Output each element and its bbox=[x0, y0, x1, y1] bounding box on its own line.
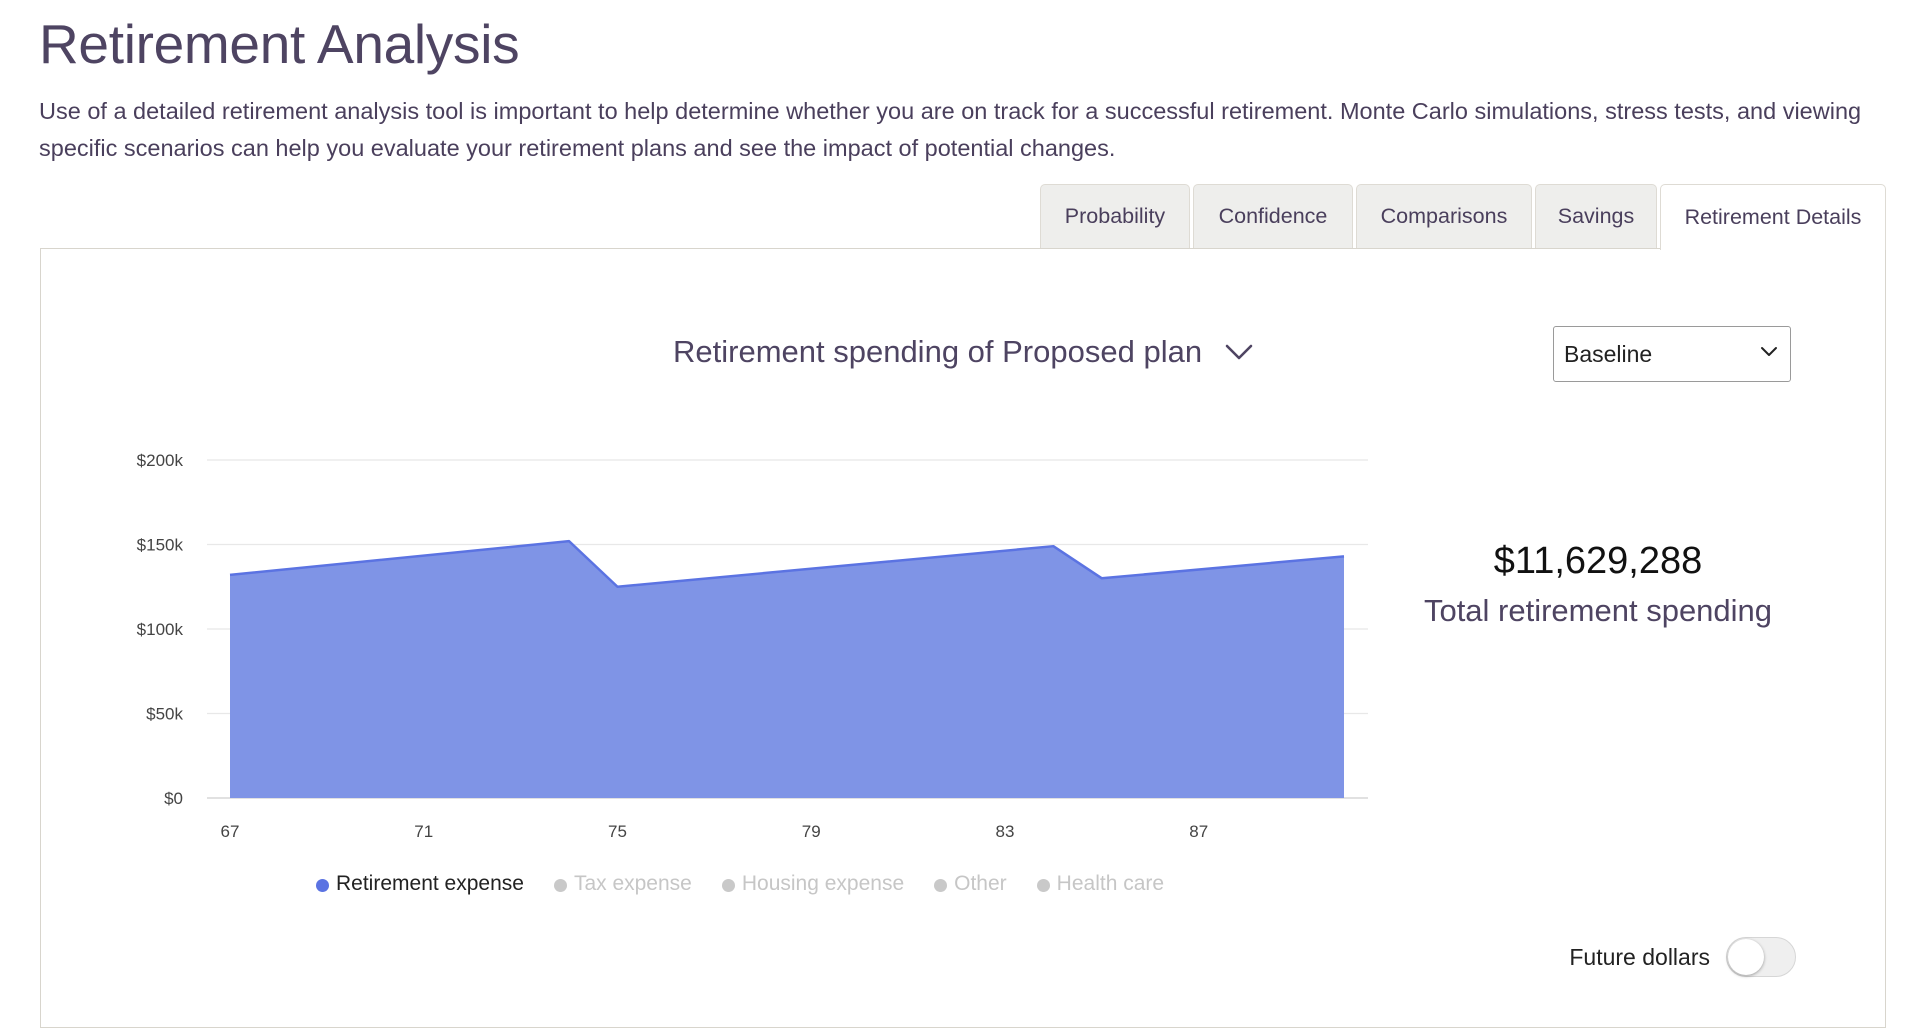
legend-dot-icon bbox=[934, 879, 948, 892]
legend-label: Other bbox=[954, 872, 1007, 895]
y-tick-label: $100k bbox=[137, 620, 184, 639]
y-tick-label: $150k bbox=[137, 536, 184, 555]
legend-dot-icon bbox=[553, 879, 567, 892]
tab-probability[interactable]: Probability bbox=[1040, 184, 1190, 248]
tab-savings[interactable]: Savings bbox=[1535, 184, 1657, 248]
x-tick-label: 79 bbox=[802, 822, 821, 841]
chart-title-dropdown[interactable]: Retirement spending of Proposed plan bbox=[673, 334, 1254, 370]
x-tick-label: 83 bbox=[995, 822, 1014, 841]
x-tick-label: 71 bbox=[414, 822, 433, 841]
toggle-knob bbox=[1728, 939, 1764, 975]
legend-item-housing-expense[interactable]: Housing expense bbox=[721, 872, 905, 896]
y-tick-label: $50k bbox=[146, 705, 183, 724]
total-spending-amount: $11,629,288 bbox=[1493, 540, 1703, 582]
chart-legend: Retirement expense Tax expense Housing exp… bbox=[316, 872, 1194, 896]
chevron-down-icon bbox=[1761, 347, 1777, 356]
legend-label: Tax expense bbox=[573, 872, 692, 895]
spending-area-chart: $0 $50k $100k $150k $200k 67 71 75 79 83 87 bbox=[137, 451, 1368, 841]
future-dollars-label: Future dollars bbox=[1569, 943, 1710, 970]
area-fill-retirement-expense bbox=[230, 541, 1344, 798]
legend-item-other[interactable]: Other bbox=[934, 872, 1007, 896]
legend-item-retirement-expense[interactable]: Retirement expense bbox=[316, 872, 524, 896]
page-title: Retirement Analysis bbox=[39, 13, 520, 75]
chart-title: Retirement spending of Proposed plan bbox=[673, 334, 1203, 369]
legend-item-tax-expense[interactable]: Tax expense bbox=[553, 872, 692, 896]
total-spending-label: Total retirement spending bbox=[1423, 593, 1773, 628]
legend-label: Health care bbox=[1056, 872, 1165, 895]
legend-dot-icon bbox=[721, 879, 735, 892]
scenario-select-value: Baseline bbox=[1564, 340, 1653, 367]
legend-dot-icon bbox=[316, 879, 329, 892]
intro-text: Use of a detailed retirement analysis to… bbox=[39, 98, 1862, 161]
future-dollars-toggle[interactable] bbox=[1726, 937, 1796, 977]
x-tick-label: 87 bbox=[1189, 822, 1208, 841]
y-tick-label: $0 bbox=[164, 789, 183, 808]
y-tick-label: $200k bbox=[137, 451, 184, 470]
tab-bar: Probability Confidence Comparisons Savin… bbox=[0, 184, 1920, 250]
total-spending-summary: $11,629,288 Total retirement spending bbox=[1398, 540, 1798, 629]
x-tick-label: 75 bbox=[608, 822, 627, 841]
tab-retirement-details[interactable]: Retirement Details bbox=[1660, 184, 1886, 250]
tab-comparisons[interactable]: Comparisons bbox=[1356, 184, 1532, 248]
area-line-retirement-expense bbox=[229, 539, 1345, 588]
legend-item-health-care[interactable]: Health care bbox=[1036, 872, 1165, 896]
future-dollars-control: Future dollars bbox=[1569, 937, 1796, 977]
legend-label: Retirement expense bbox=[336, 872, 524, 895]
tab-confidence[interactable]: Confidence bbox=[1193, 184, 1353, 248]
legend-dot-icon bbox=[1036, 879, 1050, 892]
legend-label: Housing expense bbox=[741, 872, 905, 895]
x-tick-label: 67 bbox=[221, 822, 240, 841]
scenario-select[interactable]: Baseline bbox=[1553, 326, 1791, 382]
chevron-down-icon bbox=[1225, 344, 1253, 360]
